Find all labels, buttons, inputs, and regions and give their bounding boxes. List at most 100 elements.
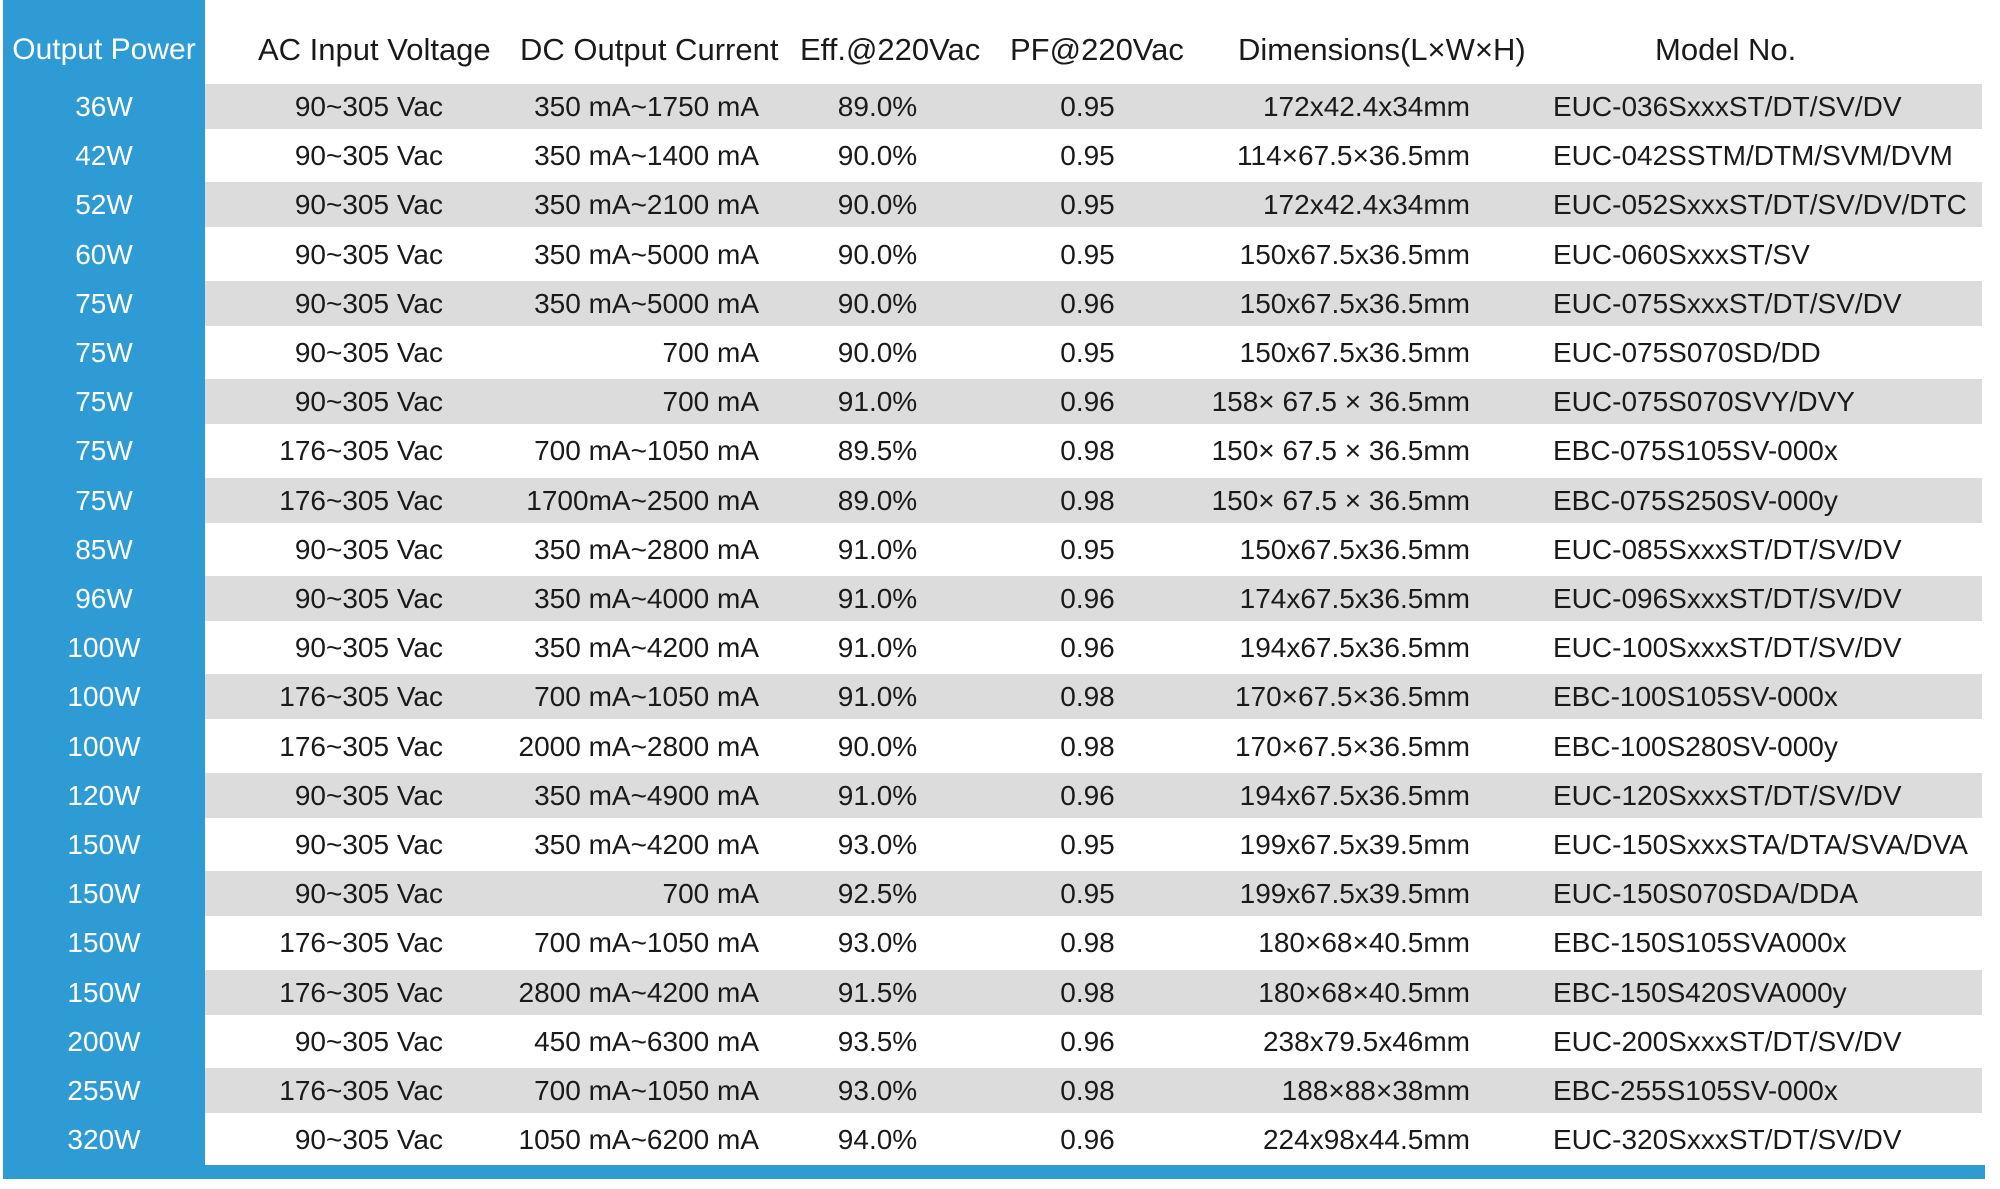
cell-dc-output-current: 700 mA [662, 386, 760, 417]
cell-model-no: EUC-100SxxxST/DT/SV/DV [1553, 632, 1902, 663]
cell-model-no: EUC-042SSTM/DTM/SVM/DVM [1553, 140, 1953, 171]
cell-model-no: EUC-200SxxxST/DT/SV/DV [1553, 1026, 1902, 1057]
cell-efficiency: 94.0% [837, 1124, 918, 1155]
header-efficiency: Eff.@220Vac [800, 32, 981, 67]
cell-dc-output-current: 700 mA~1050 mA [534, 435, 759, 466]
cell-power-factor: 0.98 [1060, 485, 1115, 516]
cell-dimensions: 170×67.5×36.5mm [1234, 731, 1470, 762]
cell-power-factor: 0.96 [1060, 288, 1115, 319]
cell-output-power: 85W [75, 534, 133, 565]
table-bottom-border [3, 1165, 1985, 1179]
cell-dc-output-current: 350 mA~4200 mA [534, 829, 759, 860]
table-row: 150W 176~305 Vac 2800 mA~4200 mA 91.5% 0.98 1… [0, 970, 2000, 1015]
cell-dc-output-current: 700 mA [662, 337, 760, 368]
cell-power-factor: 0.96 [1060, 1026, 1115, 1057]
cell-efficiency: 92.5% [837, 878, 918, 909]
cell-ac-input-voltage: 90~305 Vac [294, 239, 443, 270]
header-ac-input-voltage: AC Input Voltage [258, 32, 491, 67]
cell-dimensions: 114×67.5×36.5mm [1237, 140, 1470, 171]
cell-dimensions: 150× 67.5 × 36.5mm [1211, 435, 1470, 466]
cell-output-power: 96W [75, 583, 133, 614]
table-row: 75W 90~305 Vac 700 mA 90.0% 0.95 150x67.5x36.… [0, 330, 2000, 375]
cell-dc-output-current: 1700mA~2500 mA [526, 485, 759, 516]
row-stripe [205, 182, 1982, 227]
cell-output-power: 255W [67, 1075, 141, 1106]
cell-dimensions: 150x67.5x36.5mm [1239, 534, 1470, 565]
cell-efficiency: 89.5% [837, 435, 918, 466]
row-stripe [205, 478, 1982, 523]
cell-model-no: EUC-075SxxxST/DT/SV/DV [1553, 288, 1902, 319]
cell-output-power: 150W [67, 927, 141, 958]
cell-power-factor: 0.95 [1060, 829, 1115, 860]
cell-power-factor: 0.95 [1060, 337, 1115, 368]
cell-model-no: EBC-075S105SV-000x [1553, 435, 1838, 466]
cell-dc-output-current: 2800 mA~4200 mA [518, 977, 760, 1008]
cell-model-no: EUC-150SxxxSTA/DTA/SVA/DVA [1553, 829, 1968, 860]
cell-model-no: EUC-085SxxxST/DT/SV/DV [1553, 534, 1902, 565]
cell-ac-input-voltage: 90~305 Vac [294, 829, 443, 860]
table-row: 42W 90~305 Vac 350 mA~1400 mA 90.0% 0.95 114×… [0, 133, 2000, 178]
cell-ac-input-voltage: 90~305 Vac [294, 632, 443, 663]
table-row: 60W 90~305 Vac 350 mA~5000 mA 90.0% 0.95 150x… [0, 232, 2000, 277]
cell-model-no: EUC-075S070SVY/DVY [1553, 386, 1855, 417]
cell-output-power: 150W [67, 977, 141, 1008]
cell-ac-input-voltage: 176~305 Vac [279, 977, 443, 1008]
table-header-row: Output Power AC Input Voltage DC Output … [0, 0, 2000, 102]
cell-dc-output-current: 350 mA~4900 mA [534, 780, 759, 811]
row-stripe [205, 1068, 1982, 1113]
cell-power-factor: 0.95 [1060, 878, 1115, 909]
cell-model-no: EBC-150S105SVA000x [1553, 927, 1847, 958]
cell-dimensions: 238x79.5x46mm [1262, 1026, 1470, 1057]
cell-dimensions: 170×67.5×36.5mm [1234, 681, 1470, 712]
cell-dimensions: 199x67.5x39.5mm [1239, 829, 1470, 860]
cell-model-no: EBC-075S250SV-000y [1553, 485, 1838, 516]
cell-ac-input-voltage: 90~305 Vac [294, 878, 443, 909]
cell-output-power: 75W [75, 386, 133, 417]
cell-power-factor: 0.96 [1060, 386, 1115, 417]
table-row: 100W 176~305 Vac 700 mA~1050 mA 91.0% 0.98 17… [0, 674, 2000, 719]
cell-efficiency: 90.0% [837, 140, 918, 171]
table-row: 36W 90~305 Vac 350 mA~1750 mA 89.0% 0.95 172x… [0, 84, 2000, 129]
cell-dc-output-current: 1050 mA~6200 mA [518, 1124, 760, 1155]
cell-output-power: 52W [75, 189, 133, 220]
cell-dimensions: 174x67.5x36.5mm [1239, 583, 1470, 614]
cell-model-no: EUC-060SxxxST/SV [1553, 239, 1810, 270]
cell-output-power: 75W [75, 485, 133, 516]
cell-output-power: 75W [75, 435, 133, 466]
header-output-power: Output Power [12, 33, 196, 66]
row-stripe [205, 871, 1982, 916]
cell-ac-input-voltage: 176~305 Vac [279, 435, 443, 466]
cell-dc-output-current: 350 mA~4200 mA [534, 632, 759, 663]
cell-efficiency: 91.0% [837, 534, 918, 565]
cell-efficiency: 89.0% [837, 91, 918, 122]
cell-model-no: EUC-150S070SDA/DDA [1553, 878, 1859, 909]
cell-ac-input-voltage: 90~305 Vac [294, 583, 443, 614]
cell-efficiency: 91.0% [837, 386, 918, 417]
cell-efficiency: 93.0% [837, 1075, 918, 1106]
row-stripe [205, 281, 1982, 326]
table-row: 100W 176~305 Vac 2000 mA~2800 mA 90.0% 0.98 1… [0, 724, 2000, 769]
header-power-factor: PF@220Vac [1010, 32, 1184, 67]
cell-dc-output-current: 350 mA~2800 mA [534, 534, 759, 565]
cell-power-factor: 0.98 [1060, 731, 1115, 762]
cell-output-power: 75W [75, 337, 133, 368]
cell-model-no: EBC-100S280SV-000y [1553, 731, 1838, 762]
cell-dc-output-current: 350 mA~5000 mA [534, 288, 759, 319]
cell-ac-input-voltage: 176~305 Vac [279, 485, 443, 516]
cell-power-factor: 0.95 [1060, 91, 1115, 122]
cell-output-power: 75W [75, 288, 133, 319]
cell-output-power: 320W [67, 1124, 141, 1155]
cell-model-no: EUC-320SxxxST/DT/SV/DV [1553, 1124, 1902, 1155]
row-stripe [205, 970, 1982, 1015]
cell-ac-input-voltage: 90~305 Vac [294, 189, 443, 220]
cell-dimensions: 172x42.4x34mm [1262, 189, 1470, 220]
table-row: 96W 90~305 Vac 350 mA~4000 mA 91.0% 0.96 174x… [0, 576, 2000, 621]
cell-power-factor: 0.98 [1060, 1075, 1115, 1106]
table-row: 120W 90~305 Vac 350 mA~4900 mA 91.0% 0.96 194… [0, 773, 2000, 818]
cell-ac-input-voltage: 90~305 Vac [294, 386, 443, 417]
cell-dimensions: 188×88×38mm [1281, 1075, 1470, 1106]
cell-ac-input-voltage: 176~305 Vac [279, 1075, 443, 1106]
table-row: 150W 90~305 Vac 700 mA 92.5% 0.95 199x67.5x39… [0, 871, 2000, 916]
cell-dc-output-current: 350 mA~1750 mA [534, 91, 759, 122]
